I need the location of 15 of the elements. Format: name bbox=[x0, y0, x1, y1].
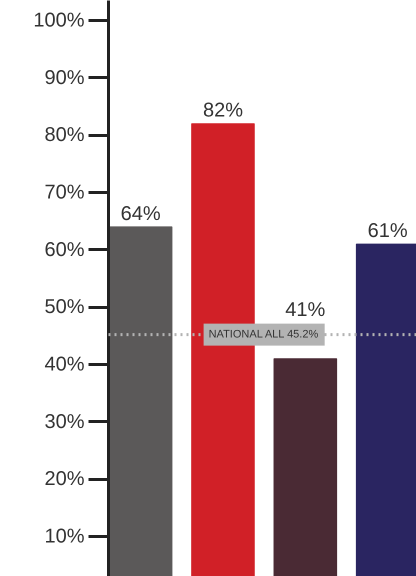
y-tick-label: 10% bbox=[44, 525, 85, 548]
data-label: 82% bbox=[202, 100, 244, 122]
y-tick-label: 100% bbox=[33, 10, 85, 32]
data-label: 64% bbox=[120, 202, 161, 225]
y-tick-label: 80% bbox=[44, 124, 85, 146]
y-tick-label: 30% bbox=[44, 410, 85, 433]
data-label: 41% bbox=[285, 299, 326, 322]
y-tick-label: 90% bbox=[44, 66, 85, 89]
y-tick-label: 40% bbox=[44, 353, 85, 376]
y-tick-label: 50% bbox=[44, 296, 85, 318]
y-tick-label: 60% bbox=[44, 238, 85, 261]
data-label: 61% bbox=[368, 220, 408, 242]
y-tick-label: 70% bbox=[44, 182, 85, 204]
y-tick-label: 20% bbox=[44, 468, 85, 490]
ref-line-label: NATIONAL ALL 45.2% bbox=[208, 328, 318, 341]
